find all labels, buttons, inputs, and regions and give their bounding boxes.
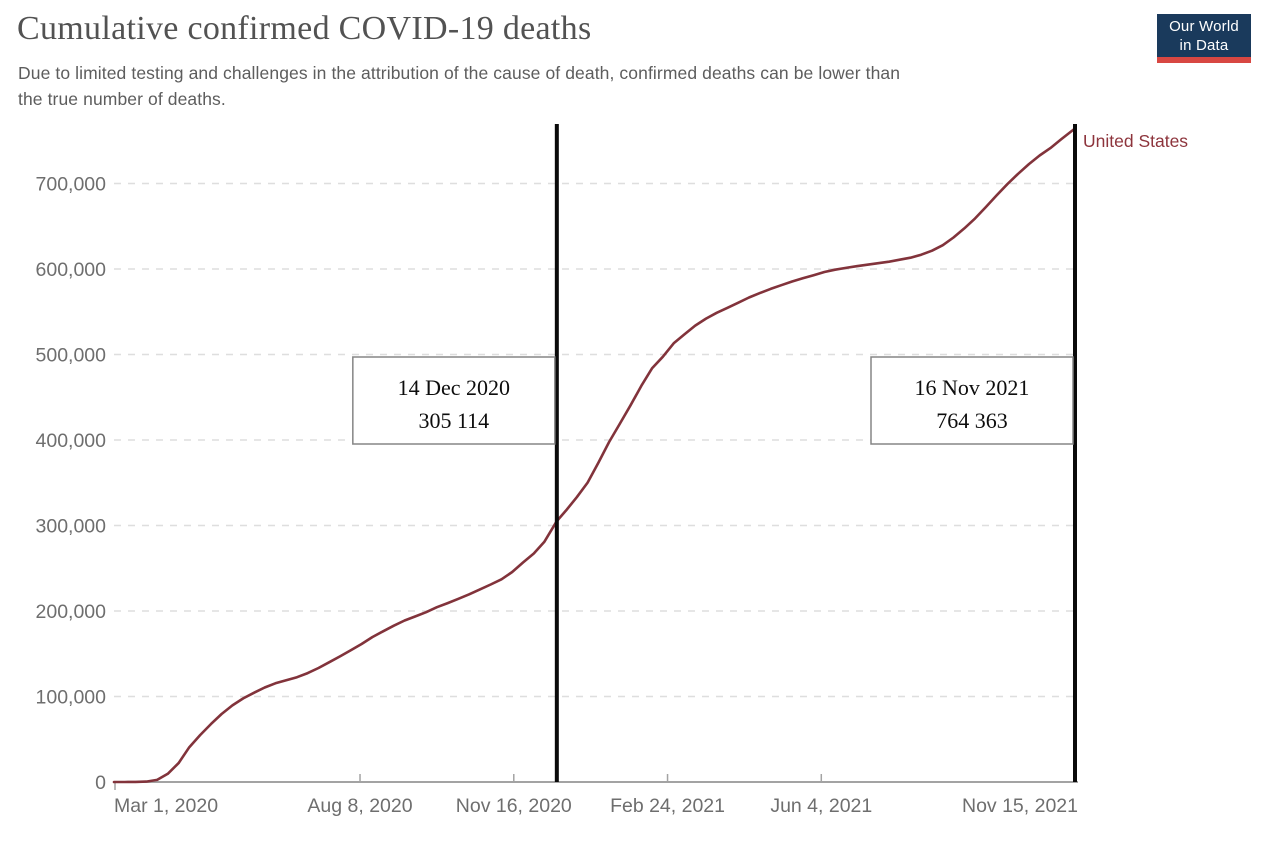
x-tick-label: Mar 1, 2020 <box>114 795 218 817</box>
chart-subtitle: Due to limited testing and challenges in… <box>18 60 900 112</box>
y-tick-label: 400,000 <box>36 430 107 452</box>
marker-annotation-value: 305 114 <box>418 408 489 433</box>
series-label-united-states[interactable]: United States <box>1083 131 1188 151</box>
y-tick-label: 0 <box>95 772 106 794</box>
x-tick-label: Aug 8, 2020 <box>307 795 412 817</box>
owid-logo[interactable]: Our World in Data <box>1157 14 1251 63</box>
chart-subtitle-line1: Due to limited testing and challenges in… <box>18 63 901 83</box>
marker-annotation-date: 14 Dec 2020 <box>398 375 510 400</box>
y-tick-label: 600,000 <box>36 259 107 281</box>
owid-logo-text: Our World in Data <box>1157 14 1251 57</box>
marker-annotation-value: 764 363 <box>936 408 1008 433</box>
y-tick-label: 300,000 <box>36 516 107 538</box>
marker-annotation-box <box>352 356 556 445</box>
y-tick-label: 700,000 <box>36 174 107 196</box>
y-tick-label: 100,000 <box>36 687 107 709</box>
owid-logo-line2: in Data <box>1179 36 1229 54</box>
x-tick-label: Nov 15, 2021 <box>962 795 1078 817</box>
marker-annotation-date: 16 Nov 2021 <box>915 375 1030 400</box>
series-line-united-states <box>112 127 1077 784</box>
page-title: Cumulative confirmed COVID-19 deaths <box>17 10 592 47</box>
owid-logo-line1: Our World <box>1169 17 1239 35</box>
y-tick-label: 500,000 <box>36 345 107 367</box>
chart-subtitle-line2: the true number of deaths. <box>18 89 226 109</box>
x-tick-label: Feb 24, 2021 <box>610 795 725 817</box>
marker-annotation-box <box>870 356 1074 445</box>
y-tick-label: 200,000 <box>36 601 107 623</box>
owid-logo-red-bar <box>1157 57 1251 63</box>
x-tick-label: Nov 16, 2020 <box>456 795 572 817</box>
x-tick-label: Jun 4, 2021 <box>770 795 872 817</box>
